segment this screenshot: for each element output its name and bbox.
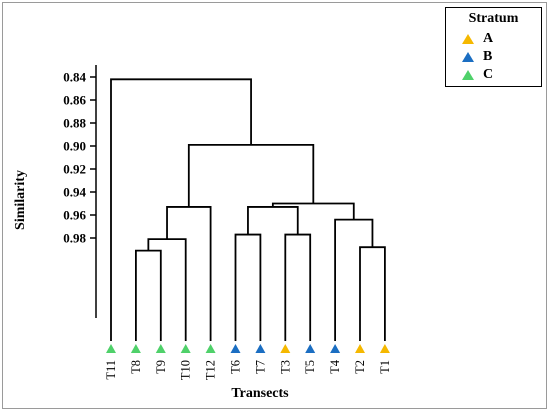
y-axis-title: Similarity <box>13 170 28 230</box>
leaf-marker-t4 <box>330 344 341 353</box>
y-tick-label: 0.98 <box>63 231 86 246</box>
legend-item-c: C <box>446 67 541 85</box>
legend-title: Stratum <box>468 11 519 26</box>
leaf-label-t12: T12 <box>204 360 218 380</box>
leaf-marker-t7 <box>255 344 266 353</box>
leaf-label-t5: T5 <box>303 360 317 374</box>
dendrogram-link <box>110 78 252 341</box>
leaf-marker-t10 <box>180 344 191 353</box>
leaf-label-t2: T2 <box>353 360 367 374</box>
leaf-marker-t1 <box>379 344 390 353</box>
leaf-marker-t8 <box>130 344 141 353</box>
triangle-icon <box>462 34 474 44</box>
leaf-label-t7: T7 <box>253 360 267 374</box>
dendrogram-link <box>247 206 299 235</box>
leaf-marker-t9 <box>155 344 166 353</box>
leaf-markers: T11 T8 T9 T10 T12 T6 T7 T3 T5 T4 T2 T1 <box>104 344 392 380</box>
dendrogram-link <box>271 202 355 220</box>
leaf-marker-t11 <box>106 344 116 353</box>
dendrogram-link <box>334 218 374 341</box>
leaf-label-t1: T1 <box>378 360 392 374</box>
leaf-label-t4: T4 <box>328 359 342 374</box>
dendrogram-link <box>147 238 187 341</box>
dendrogram-link <box>234 233 262 341</box>
legend-label: B <box>483 49 493 64</box>
dendrogram-links <box>110 78 386 341</box>
leaf-label-t11: T11 <box>104 360 118 380</box>
y-tick-label: 0.88 <box>63 116 86 131</box>
leaf-label-t9: T9 <box>154 360 168 374</box>
y-tick-label: 0.86 <box>63 93 86 108</box>
dendrogram-link <box>187 143 315 207</box>
y-tick-label: 0.84 <box>63 70 86 85</box>
triangle-icon <box>462 52 474 62</box>
leaf-marker-t5 <box>305 344 316 353</box>
leaf-marker-t3 <box>280 344 291 353</box>
leaf-marker-t12 <box>205 344 216 353</box>
y-tick-label: 0.90 <box>63 139 86 154</box>
y-ticks: 0.84 0.86 0.88 0.90 0.92 0.94 0.96 0.98 <box>63 70 96 246</box>
leaf-marker-t6 <box>230 344 241 353</box>
dendrogram-link <box>284 233 312 341</box>
leaf-marker-t2 <box>355 344 365 353</box>
leaf-label-t10: T10 <box>179 360 193 380</box>
leaf-label-t6: T6 <box>229 360 243 374</box>
leaf-label-t8: T8 <box>129 360 143 374</box>
y-tick-label: 0.92 <box>63 162 86 177</box>
legend-item-a: A <box>446 31 541 49</box>
dendrogram-link <box>166 206 212 341</box>
x-axis-title: Transects <box>231 386 289 401</box>
dendrogram-link <box>135 249 162 341</box>
y-tick-label: 0.96 <box>63 208 86 223</box>
leaf-label-t3: T3 <box>278 360 292 374</box>
legend-item-b: B <box>446 49 541 67</box>
triangle-icon <box>462 70 474 80</box>
y-tick-label: 0.94 <box>63 185 86 200</box>
legend-label: C <box>483 67 494 82</box>
dendrogram-link <box>359 246 386 341</box>
legend-label: A <box>483 31 494 46</box>
legend: Stratum A B C <box>445 7 542 87</box>
